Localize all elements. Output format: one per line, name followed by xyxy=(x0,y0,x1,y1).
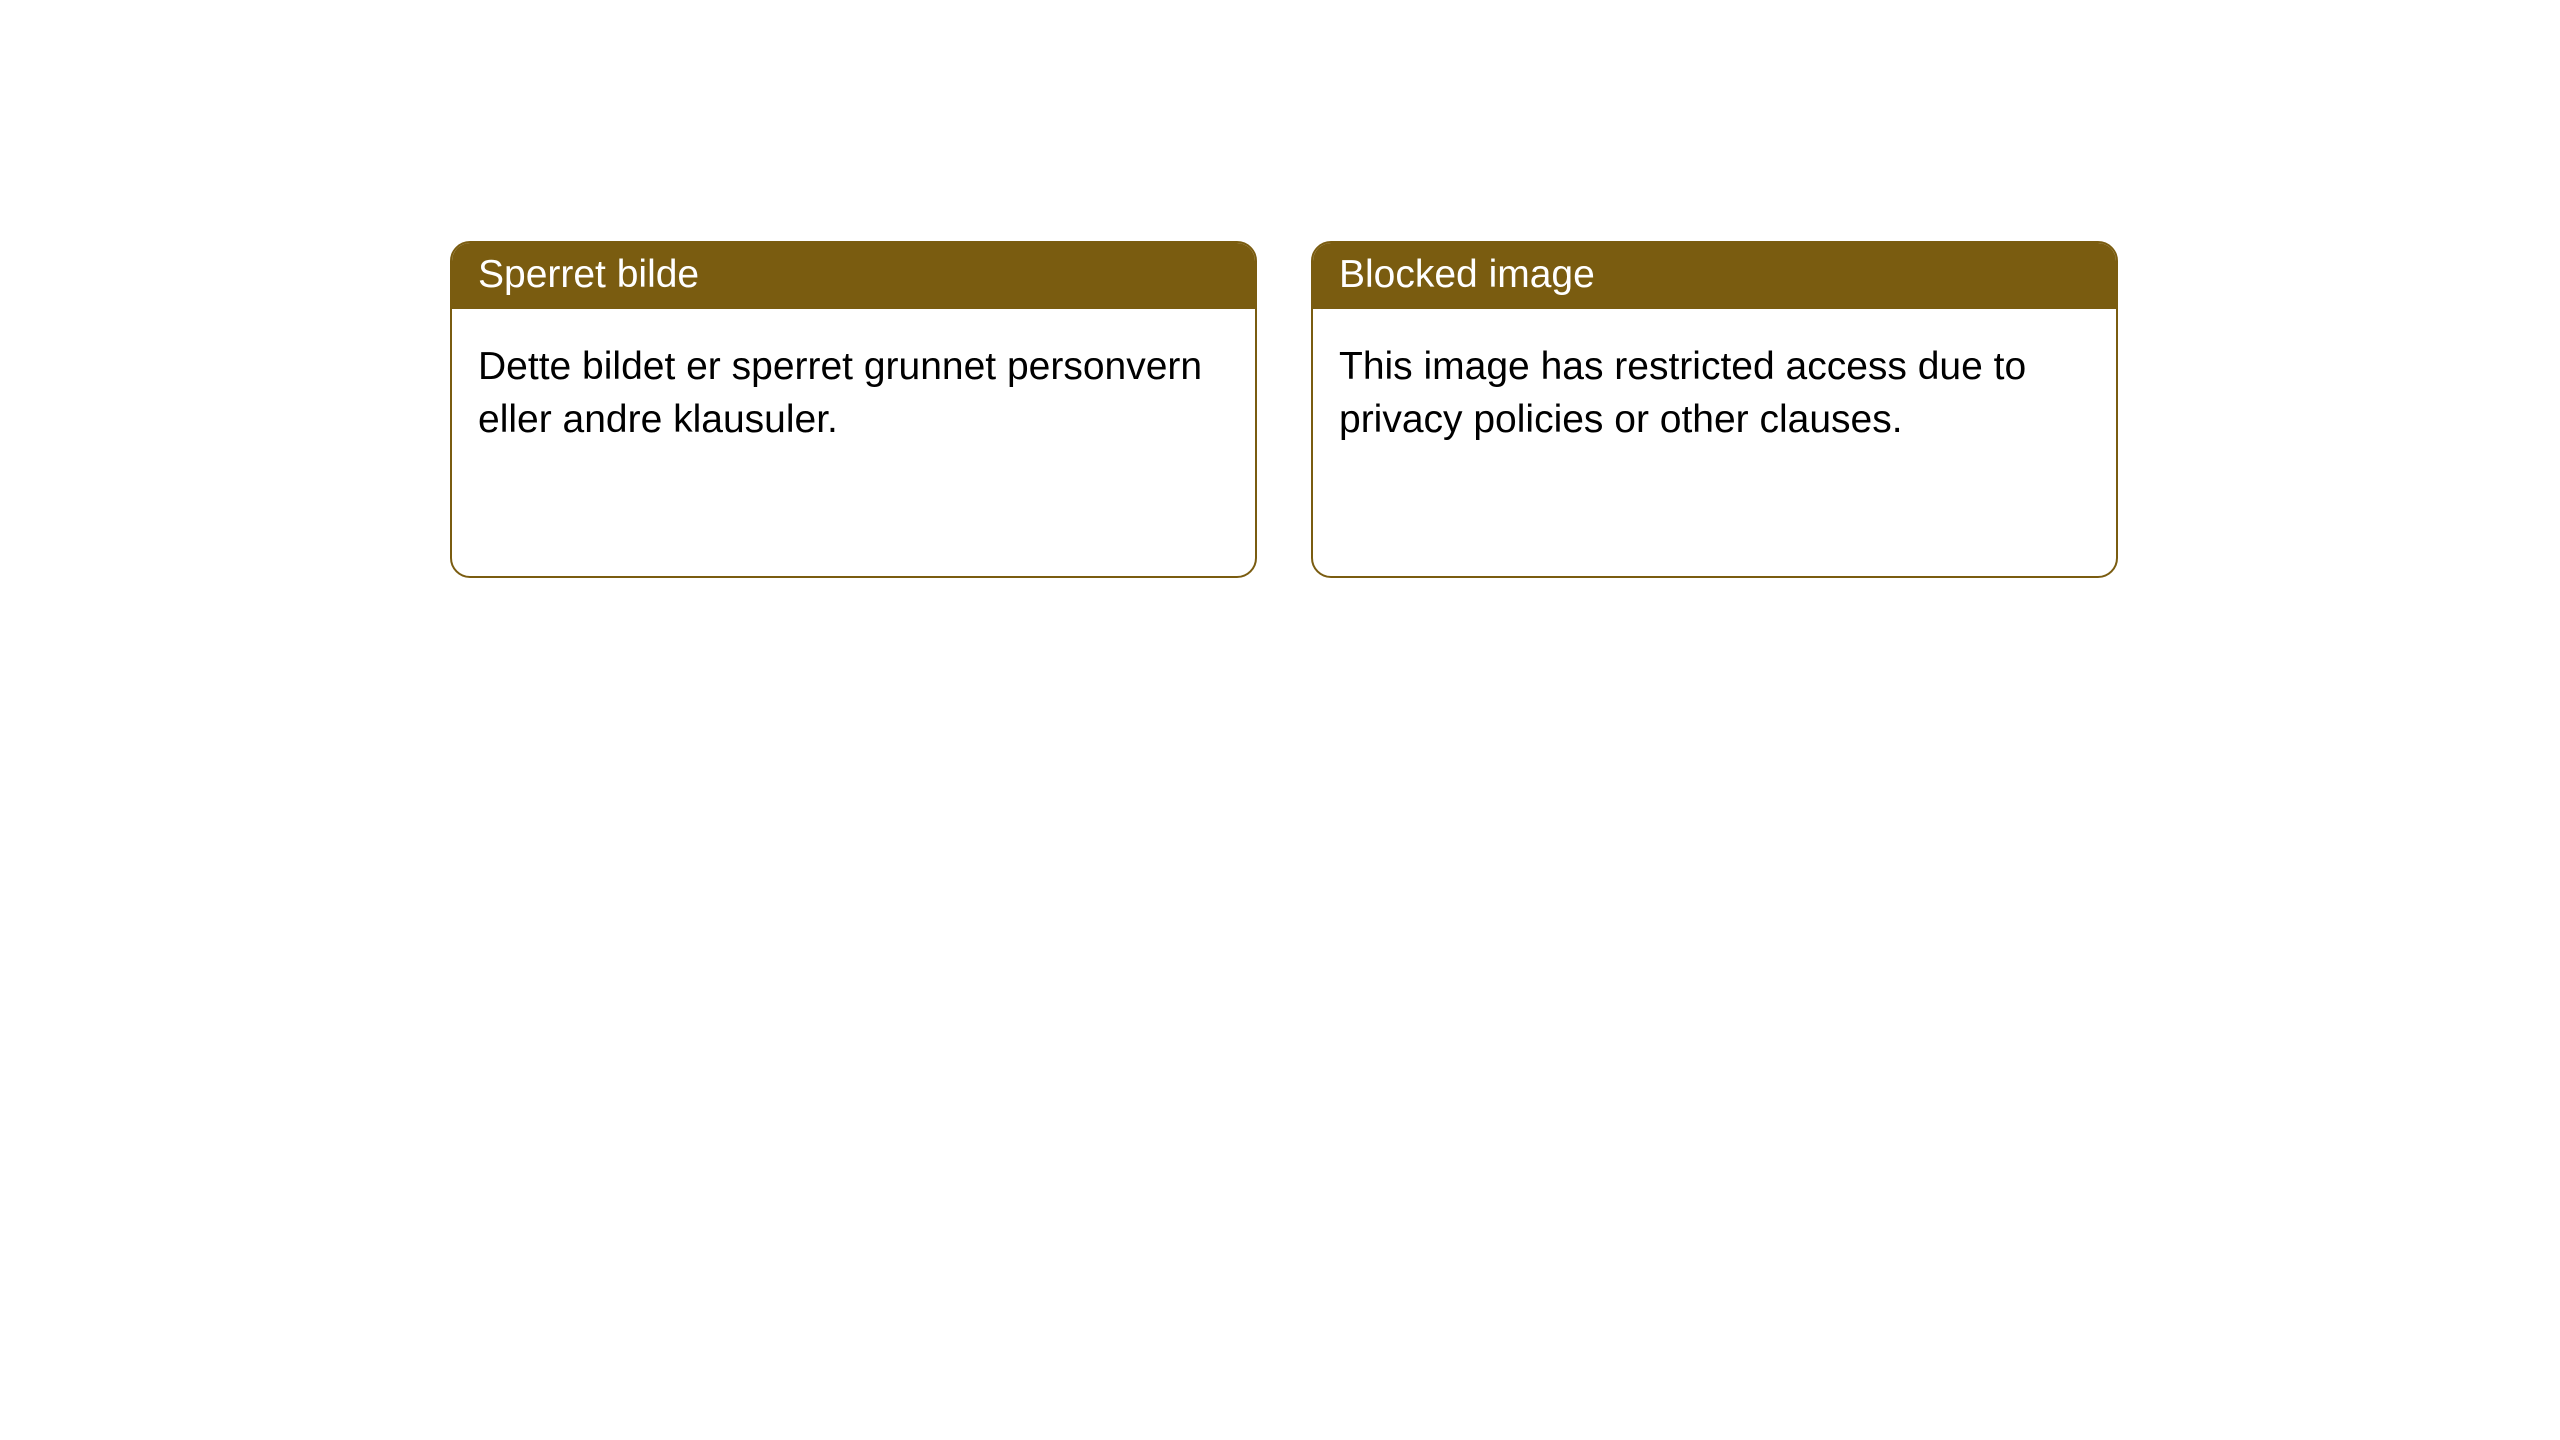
card-header: Sperret bilde xyxy=(452,243,1255,309)
blocked-image-card-en: Blocked image This image has restricted … xyxy=(1311,241,2118,578)
card-header: Blocked image xyxy=(1313,243,2116,309)
card-body: Dette bildet er sperret grunnet personve… xyxy=(452,309,1255,472)
blocked-image-card-no: Sperret bilde Dette bildet er sperret gr… xyxy=(450,241,1257,578)
cards-container: Sperret bilde Dette bildet er sperret gr… xyxy=(0,0,2560,578)
card-body: This image has restricted access due to … xyxy=(1313,309,2116,472)
